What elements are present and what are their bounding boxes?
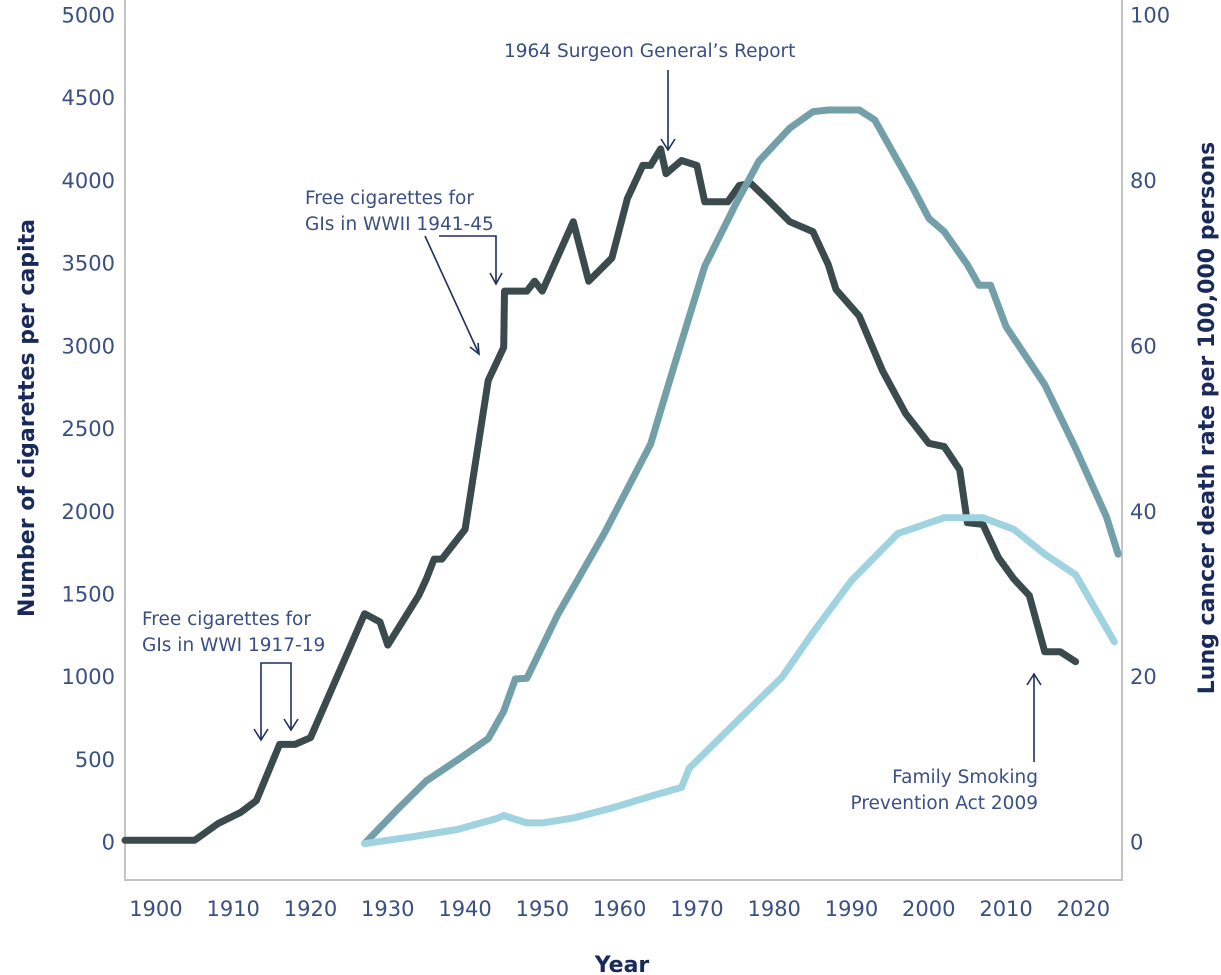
x-axis-tick-1990: 1990 bbox=[825, 897, 878, 921]
left-axis-tick-3000: 3000 bbox=[62, 334, 115, 358]
left-axis-tick-labels: 0 500 1000 1500 2000 2500 3000 3500 4000 4500 5000 bbox=[62, 4, 115, 855]
right-axis-tick-80: 80 bbox=[1130, 169, 1157, 193]
right-axis-tick-60: 60 bbox=[1130, 334, 1157, 358]
annotation-2009-line1: Family Smoking bbox=[892, 767, 1038, 788]
left-axis-tick-5000: 5000 bbox=[62, 4, 115, 28]
x-axis-tick-1940: 1940 bbox=[438, 897, 491, 921]
left-axis-tick-0: 0 bbox=[102, 831, 115, 855]
x-axis-tick-labels: 1900 1910 1920 1930 1940 1950 1960 1970 1980 1990… bbox=[129, 897, 1110, 921]
annotation-1964-arrow bbox=[660, 70, 676, 152]
series-layer bbox=[121, 106, 1122, 848]
annotation-wwi-line2: GIs in WWI 1917-19 bbox=[142, 635, 325, 656]
annotation-wwii-line1: Free cigarettes for bbox=[305, 188, 474, 209]
left-axis-tick-3500: 3500 bbox=[62, 252, 115, 276]
x-axis-tick-1960: 1960 bbox=[593, 897, 646, 921]
left-axis-tick-1500: 1500 bbox=[62, 582, 115, 606]
series-line-1 bbox=[121, 145, 1080, 844]
annotation-wwi-line1: Free cigarettes for bbox=[142, 609, 311, 630]
x-axis-tick-2000: 2000 bbox=[902, 897, 955, 921]
right-axis-tick-labels: 0 20 40 60 80 100 bbox=[1130, 4, 1170, 855]
left-axis-tick-500: 500 bbox=[75, 748, 115, 772]
right-axis-tick-20: 20 bbox=[1130, 665, 1157, 689]
annotation-2009-arrow bbox=[1026, 672, 1042, 762]
annotation-wwi-arrows bbox=[253, 662, 299, 742]
left-axis-tick-4500: 4500 bbox=[62, 86, 115, 110]
left-axis-tick-2000: 2000 bbox=[62, 500, 115, 524]
right-axis-tick-0: 0 bbox=[1130, 831, 1143, 855]
left-axis-tick-1000: 1000 bbox=[62, 665, 115, 689]
x-axis-tick-1910: 1910 bbox=[206, 897, 259, 921]
annotation-1964-report: 1964 Surgeon General’s Report bbox=[504, 41, 795, 62]
x-axis-tick-1980: 1980 bbox=[747, 897, 800, 921]
series-line-2 bbox=[361, 106, 1122, 848]
x-axis-tick-1920: 1920 bbox=[284, 897, 337, 921]
left-axis-title: Number of cigarettes per capita bbox=[15, 219, 40, 617]
right-axis-title: Lung cancer death rate per 100,000 perso… bbox=[1195, 142, 1220, 694]
annotation-wwii-line2: GIs in WWII 1941-45 bbox=[305, 214, 494, 235]
right-axis-tick-100: 100 bbox=[1130, 4, 1170, 28]
x-axis-tick-1970: 1970 bbox=[670, 897, 723, 921]
series-line-3 bbox=[361, 514, 1118, 848]
x-axis-tick-1950: 1950 bbox=[516, 897, 569, 921]
right-axis-tick-40: 40 bbox=[1130, 500, 1157, 524]
plot-frame bbox=[124, 0, 1123, 881]
x-axis-tick-1900: 1900 bbox=[129, 897, 182, 921]
left-axis-tick-4000: 4000 bbox=[62, 169, 115, 193]
annotation-wwii-arrows bbox=[424, 235, 503, 356]
left-axis-tick-2500: 2500 bbox=[62, 417, 115, 441]
annotation-2009-line2: Prevention Act 2009 bbox=[850, 793, 1038, 814]
x-axis-tick-1930: 1930 bbox=[361, 897, 414, 921]
x-axis-tick-2020: 2020 bbox=[1057, 897, 1110, 921]
x-axis-title: Year bbox=[594, 953, 650, 975]
x-axis-tick-2010: 2010 bbox=[979, 897, 1032, 921]
